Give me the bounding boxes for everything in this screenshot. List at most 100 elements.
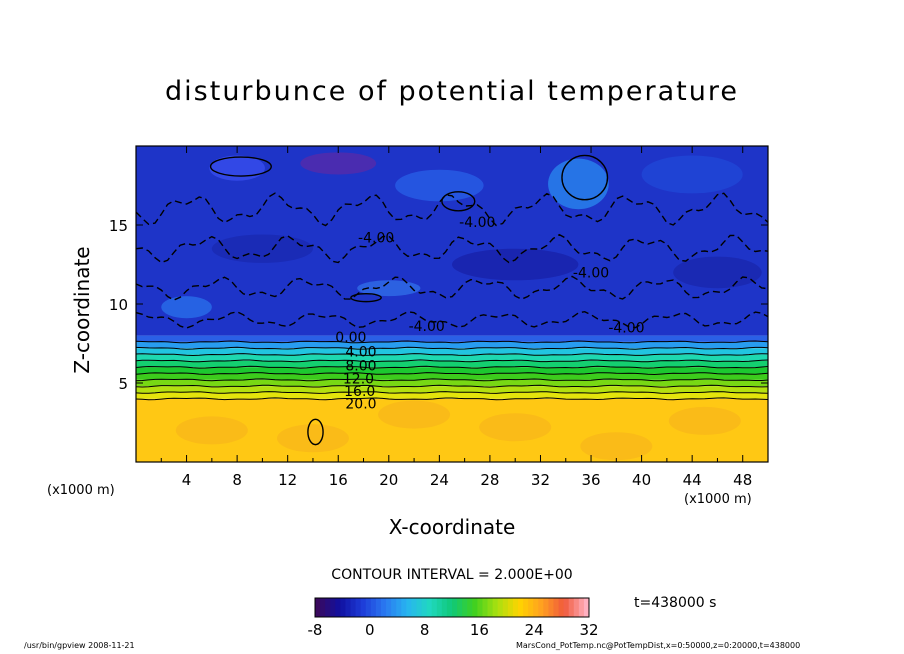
colorbar-cell	[335, 598, 341, 617]
colorbar-cell	[563, 598, 570, 617]
colorbar-cell	[517, 598, 524, 617]
x-tick-label: 24	[430, 471, 449, 489]
colorbar-cell	[380, 598, 387, 617]
colorbar-cell	[350, 598, 357, 617]
colorbar-cell	[553, 598, 560, 617]
field-patch	[452, 248, 579, 281]
field-patch	[276, 424, 349, 453]
colorbar-cell	[558, 598, 565, 617]
colorbar-cell	[533, 598, 539, 617]
y-tick-label: 5	[118, 375, 128, 393]
contour-line-negative	[136, 233, 768, 264]
colorbar-cell	[578, 598, 585, 617]
colorbar-cell	[315, 598, 321, 617]
colorbar-cell	[365, 598, 372, 617]
field-patch	[673, 256, 762, 289]
field-patch	[211, 234, 313, 263]
time-label: t=438000 s	[634, 595, 717, 611]
contour-label: 0.00	[335, 330, 366, 346]
contour-loop	[441, 191, 476, 212]
contour-lines	[136, 154, 768, 446]
colorbar-tick-label: 32	[579, 621, 598, 639]
x-tick-label: 12	[278, 471, 297, 489]
x-tick-label: 36	[581, 471, 600, 489]
contour-line	[136, 353, 768, 357]
contour-label: 4.00	[345, 344, 376, 360]
contour-loop	[561, 154, 609, 201]
colorbar-cell	[375, 598, 382, 617]
colorbar-cell	[492, 598, 499, 617]
x-tick-label: 32	[531, 471, 550, 489]
x-axis-label: X-coordinate	[388, 515, 516, 539]
colorbar-cell	[355, 598, 362, 617]
contour-label: -4.00	[358, 231, 394, 247]
y-axis-label: Z-coordinate	[70, 246, 94, 374]
y-tick-label: 10	[109, 296, 128, 314]
colorbar-cell	[421, 598, 428, 617]
field-patch	[395, 169, 484, 202]
y-tick-label: 15	[109, 217, 128, 235]
colorbar-cell	[548, 598, 554, 617]
field-patch	[300, 152, 377, 175]
contour-line-negative	[136, 192, 768, 227]
colorbar-cell	[487, 598, 494, 617]
colorbar-cell	[386, 598, 392, 617]
colorbar-cell	[477, 598, 483, 617]
colorbar-cell	[345, 598, 352, 617]
field-patch	[479, 413, 552, 442]
colorbar-cell	[538, 598, 544, 617]
colorbar-tick-label: 8	[420, 621, 430, 639]
colorbar-cell	[446, 598, 453, 617]
x-tick-label: 16	[329, 471, 348, 489]
colorbar-cell	[436, 598, 443, 617]
contour-line	[136, 397, 768, 401]
contour-line	[136, 359, 768, 363]
colorbar-cell	[426, 598, 433, 617]
contour-line	[136, 340, 768, 344]
field-patch	[668, 406, 741, 435]
field-band	[136, 348, 768, 355]
colorbar-cell	[467, 598, 473, 617]
footer-command: /usr/bin/gpview 2008-11-21	[24, 641, 135, 650]
x-tick-label: 48	[733, 471, 752, 489]
x-unit-right: (x1000 m)	[684, 492, 752, 507]
colorbar-tick-label: -8	[308, 621, 323, 639]
field-band	[136, 354, 768, 361]
colorbar-cell	[462, 598, 468, 617]
colorbar-cell	[457, 598, 463, 617]
field-band	[136, 386, 768, 393]
field-band	[136, 373, 768, 380]
colorbar-cell	[411, 598, 417, 617]
field-patch	[209, 155, 265, 181]
colorbar-cell	[396, 598, 402, 617]
x-tick-label: 44	[683, 471, 702, 489]
colorbar-cell	[431, 598, 438, 617]
x-tick-label: 8	[232, 471, 242, 489]
contour-loop	[350, 293, 382, 303]
field-patch	[161, 296, 212, 319]
contour-label: 20.0	[345, 397, 376, 413]
contour-line	[136, 378, 768, 382]
field-band	[136, 341, 768, 349]
contour-line	[136, 346, 768, 350]
contour-line-negative	[136, 310, 768, 329]
colorbar-cell	[502, 598, 509, 617]
contour-label: 12.0	[343, 371, 374, 387]
contour-loop	[307, 418, 324, 446]
contour-label: -4.00	[409, 319, 445, 335]
colorbar-cell	[573, 598, 580, 617]
colorbar-cell	[482, 598, 489, 617]
colorbar-cell	[391, 598, 397, 617]
contour-label: -4.00	[573, 265, 609, 281]
heatmap-field	[136, 146, 768, 462]
colorbar-cell	[472, 598, 478, 617]
contour-line	[136, 372, 768, 376]
field-patch	[357, 280, 421, 297]
x-tick-label: 28	[480, 471, 499, 489]
colorbar-cell	[497, 598, 504, 617]
x-tick-label: 40	[632, 471, 651, 489]
colorbar-cell	[568, 598, 575, 617]
contour-label: -4.00	[459, 215, 495, 231]
